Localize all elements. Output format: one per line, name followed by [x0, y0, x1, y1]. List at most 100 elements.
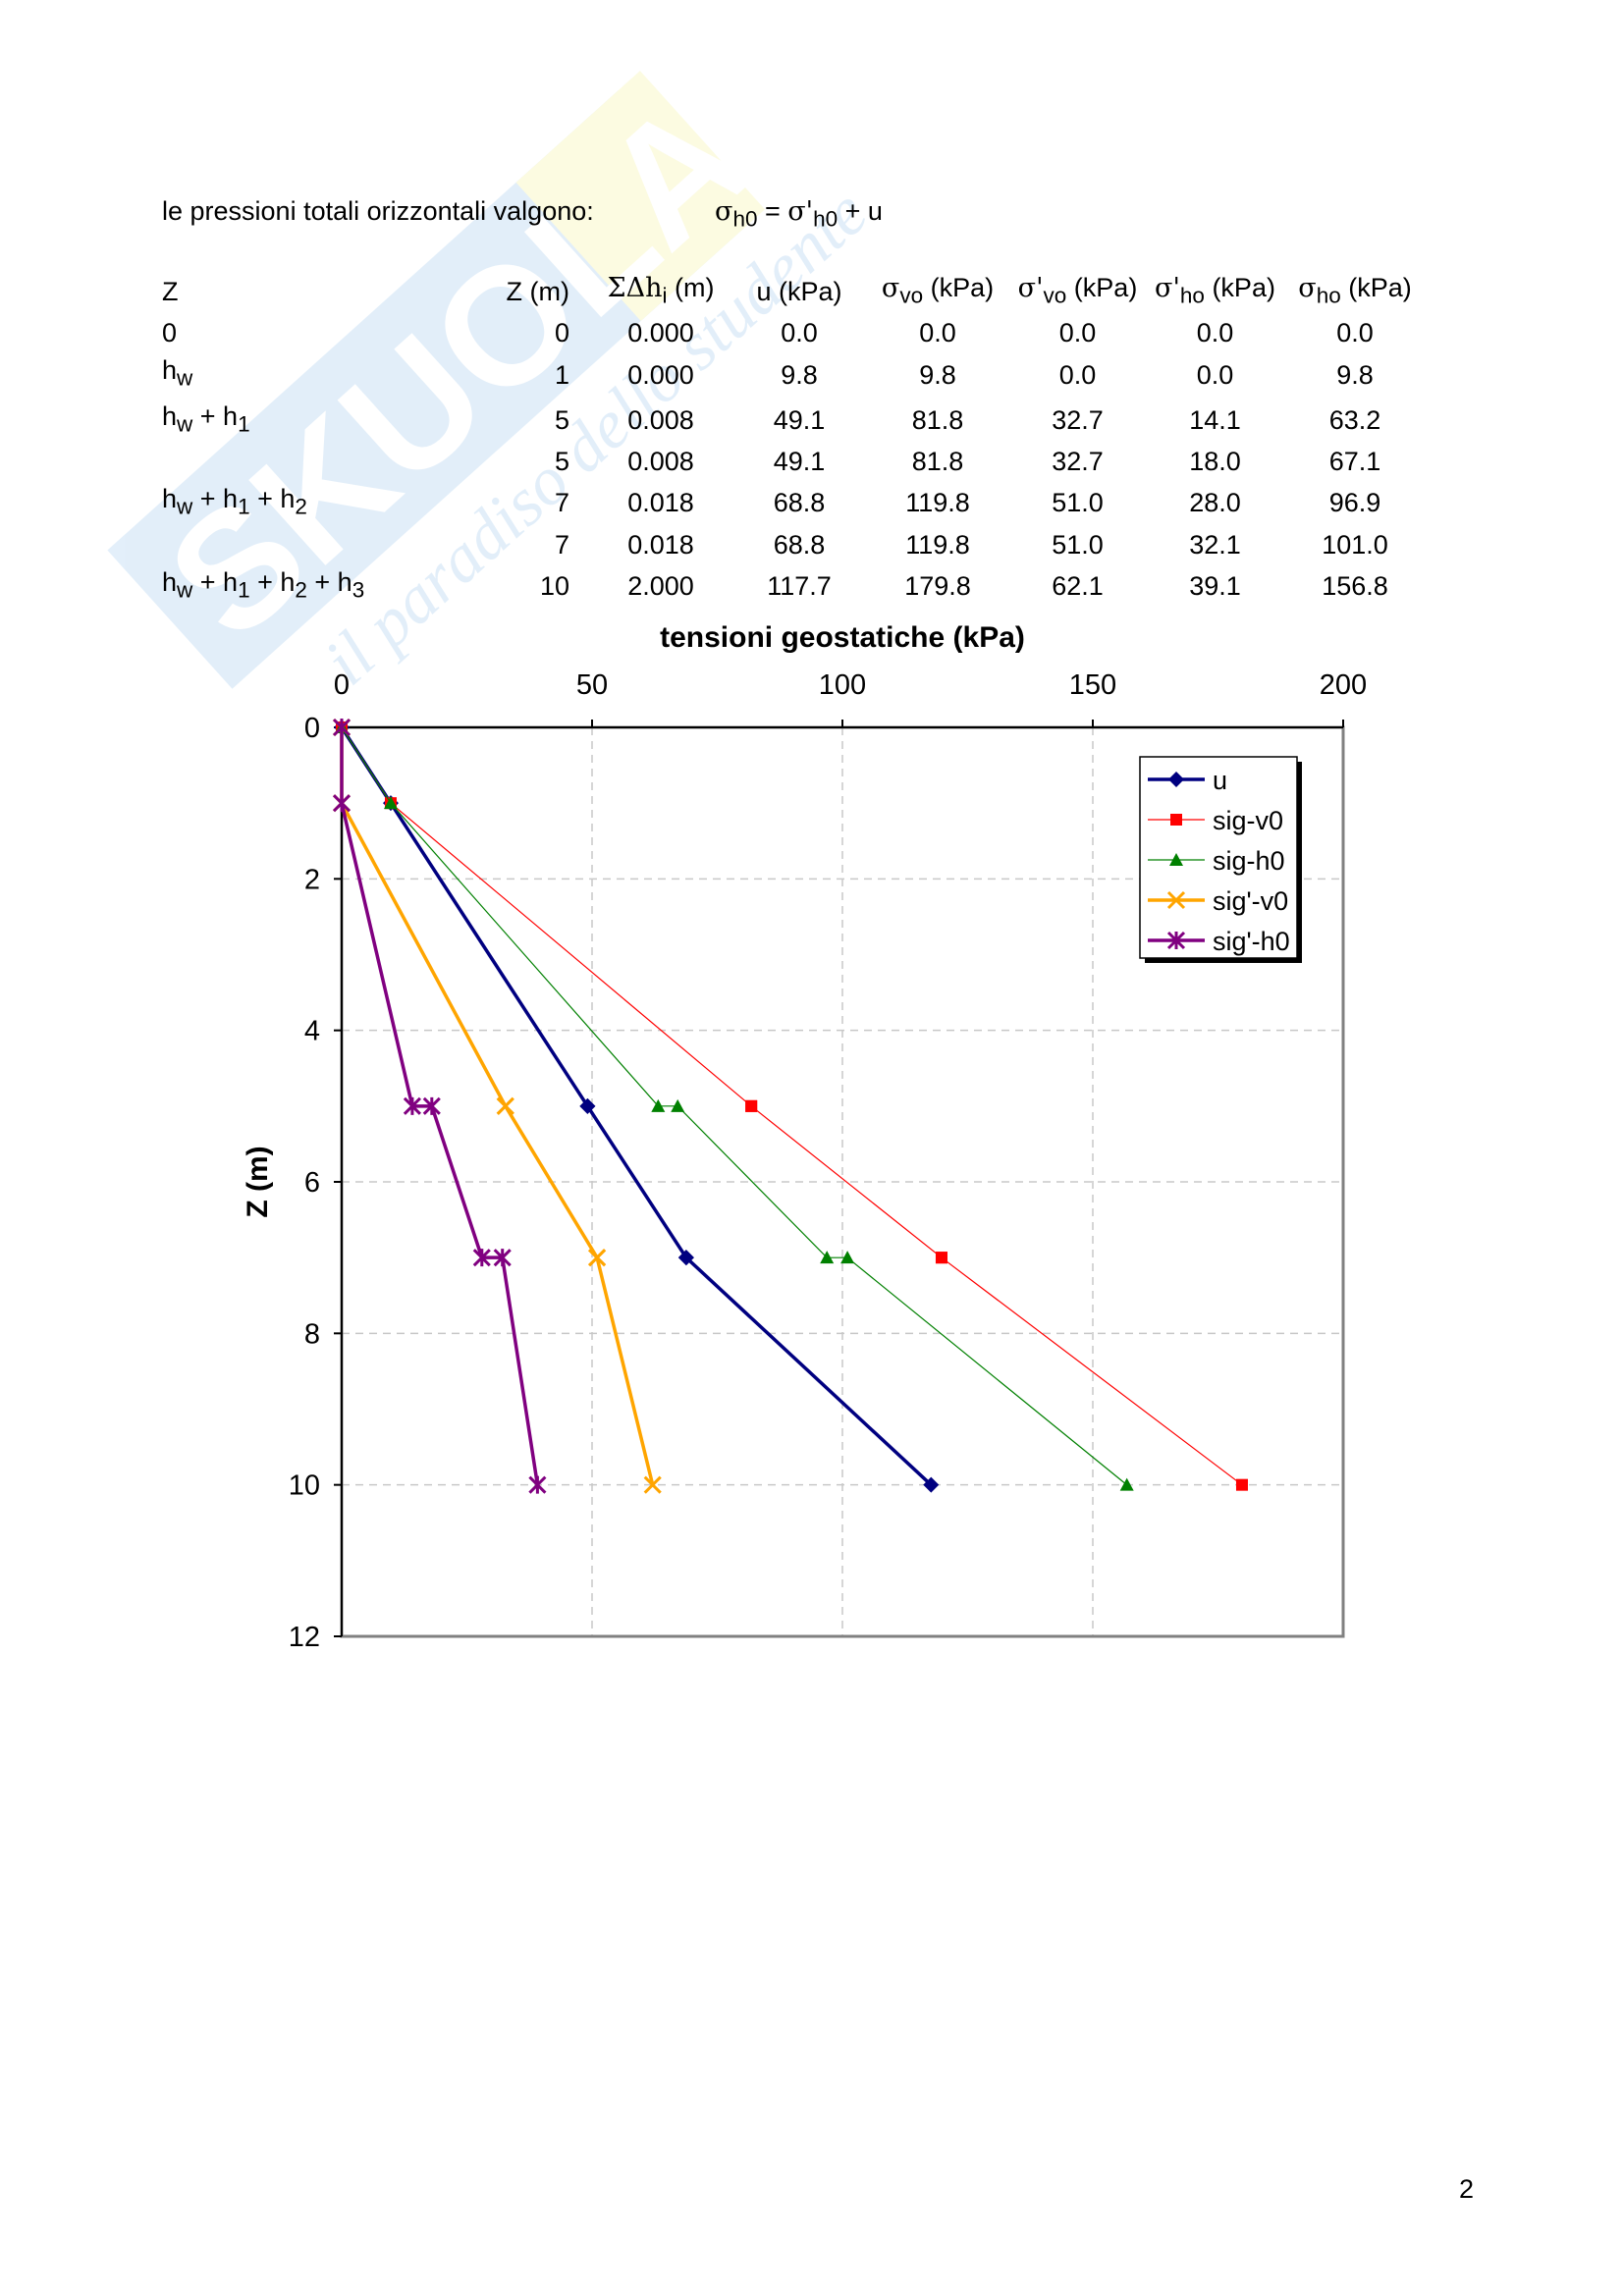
table-cell: 68.8 — [773, 529, 826, 560]
column-header: σ'vo (kPa) — [1017, 273, 1138, 308]
table-cell: 32.7 — [1052, 404, 1104, 435]
table-cell: 32.7 — [1052, 447, 1104, 477]
data-point — [671, 1098, 685, 1112]
table-cell: 28.0 — [1189, 488, 1241, 518]
data-point — [496, 1096, 514, 1115]
table-cell: 62.1 — [1052, 570, 1104, 601]
table-row: 5 0.008 49.1 81.8 32.7 18.0 67.1 — [157, 443, 1424, 480]
table-row: 0 0 0.000 0.0 0.0 0.0 0.0 0.0 — [157, 314, 1424, 351]
column-header: Z — [162, 277, 179, 307]
table-cell: 81.8 — [911, 404, 964, 435]
table-cell: 0.018 — [627, 488, 694, 518]
table-cell: 2.000 — [627, 570, 694, 601]
data-point — [840, 1251, 855, 1264]
legend-marker — [1168, 772, 1184, 787]
legend-marker — [1170, 814, 1182, 826]
legend-label: u — [1213, 766, 1227, 795]
table-cell: 67.1 — [1328, 447, 1381, 477]
series-sig-v0 — [336, 721, 1248, 1491]
table-row: hw + h1 5 0.008 49.1 81.8 32.7 14.1 63.2 — [157, 398, 1424, 443]
y-tick-label: 0 — [304, 713, 320, 744]
x-tick-label: 50 — [576, 669, 608, 701]
legend: u sig-v0 sig-h0 sig'-v0 sig'-h0 — [1139, 756, 1298, 959]
table-cell: 39.1 — [1189, 570, 1241, 601]
table-cell: 0.008 — [627, 447, 694, 477]
y-tick-label: 12 — [289, 1622, 320, 1653]
table-cell: 0.000 — [627, 359, 694, 390]
series-line — [340, 727, 655, 1486]
table-header-row: Z Z (m) ΣΔhi (m) u (kPa) σvo (kPa) σ'vo (kPa)… — [157, 269, 1424, 314]
table-cell: 81.8 — [911, 447, 964, 477]
table-cell: 5 — [554, 404, 569, 435]
data-point — [403, 1096, 421, 1115]
chart-title: tensioni geostatiche (kPa) — [660, 621, 1025, 654]
column-header: ΣΔhi (m) — [607, 273, 715, 308]
table-cell: 0.0 — [1058, 359, 1097, 390]
y-tick-label: 4 — [304, 1016, 320, 1047]
y-tick-label: 8 — [304, 1318, 320, 1350]
table-cell: 0.000 — [627, 318, 694, 348]
data-point — [745, 1099, 758, 1112]
table-cell: 0.0 — [1196, 318, 1234, 348]
table-cell: 49.1 — [773, 404, 826, 435]
y-tick-label: 10 — [289, 1470, 320, 1502]
intro-text: le pressioni totali orizzontali valgono: — [162, 196, 594, 226]
table-cell: 9.8 — [781, 359, 818, 390]
x-tick-label: 100 — [819, 669, 866, 701]
table-cell: 51.0 — [1052, 488, 1104, 518]
column-header: u (kPa) — [756, 277, 842, 307]
row-label: 0 — [162, 318, 178, 348]
row-label: hw + h1 — [162, 400, 250, 437]
table-cell: 14.1 — [1189, 404, 1241, 435]
y-tick-label: 2 — [304, 864, 320, 895]
table-cell: 96.9 — [1328, 488, 1381, 518]
table-cell: 101.0 — [1322, 529, 1388, 560]
legend-marker — [1166, 890, 1186, 910]
y-axis-label: Z (m) — [242, 1146, 274, 1217]
x-tick-label: 0 — [334, 669, 350, 701]
data-point — [332, 794, 352, 813]
table-row: 7 0.018 68.8 119.8 51.0 32.1 101.0 — [157, 526, 1424, 563]
legend-marker — [1166, 931, 1186, 950]
table-cell: 32.1 — [1189, 529, 1241, 560]
data-point — [579, 1097, 596, 1114]
page-number: 2 — [1459, 2174, 1475, 2204]
x-tick-label: 150 — [1069, 669, 1116, 701]
data-point — [383, 796, 398, 810]
table-row: hw + h1 + h2 7 0.018 68.8 119.8 51.0 28.0 96.9 — [157, 480, 1424, 525]
table-cell: 119.8 — [905, 488, 970, 518]
series-sig'-h0 — [332, 718, 547, 1494]
series-line — [341, 726, 1128, 1486]
table-cell: 18.0 — [1189, 447, 1241, 477]
y-tick-label: 6 — [304, 1167, 320, 1199]
table-cell: 49.1 — [773, 447, 826, 477]
data-point — [588, 1249, 607, 1267]
table-cell: 0.0 — [1336, 318, 1374, 348]
column-header: Z (m) — [506, 277, 569, 307]
legend-label: sig-h0 — [1213, 846, 1285, 876]
data-point — [935, 1252, 947, 1264]
column-header: σ'ho (kPa) — [1155, 273, 1275, 308]
formula: σh0 = σ'h0 + u — [715, 196, 883, 232]
x-tick-label: 200 — [1320, 669, 1367, 701]
table-cell: 117.7 — [767, 570, 832, 601]
data-point — [820, 1251, 835, 1264]
table-cell: 156.8 — [1322, 570, 1388, 601]
data-point — [1119, 1477, 1134, 1491]
table-cell: 5 — [554, 447, 569, 477]
table-cell: 0.0 — [1196, 359, 1234, 390]
table-cell: 9.8 — [919, 359, 956, 390]
table-row: hw + h1 + h2 + h3 10 2.000 117.7 179.8 62.1 39… — [157, 563, 1424, 609]
column-header: σho (kPa) — [1298, 273, 1412, 308]
row-label: hw + h1 + h2 + h3 — [162, 566, 365, 602]
table-cell: 51.0 — [1052, 529, 1104, 560]
data-point — [472, 1249, 491, 1267]
legend-label: sig'-h0 — [1213, 927, 1290, 956]
table-cell: 179.8 — [904, 570, 971, 601]
legend-marker — [1169, 853, 1183, 866]
legend-box — [1139, 756, 1298, 959]
table-cell: 0.0 — [919, 318, 956, 348]
table-cell: 7 — [554, 488, 569, 518]
table-cell: 0.018 — [627, 529, 694, 560]
